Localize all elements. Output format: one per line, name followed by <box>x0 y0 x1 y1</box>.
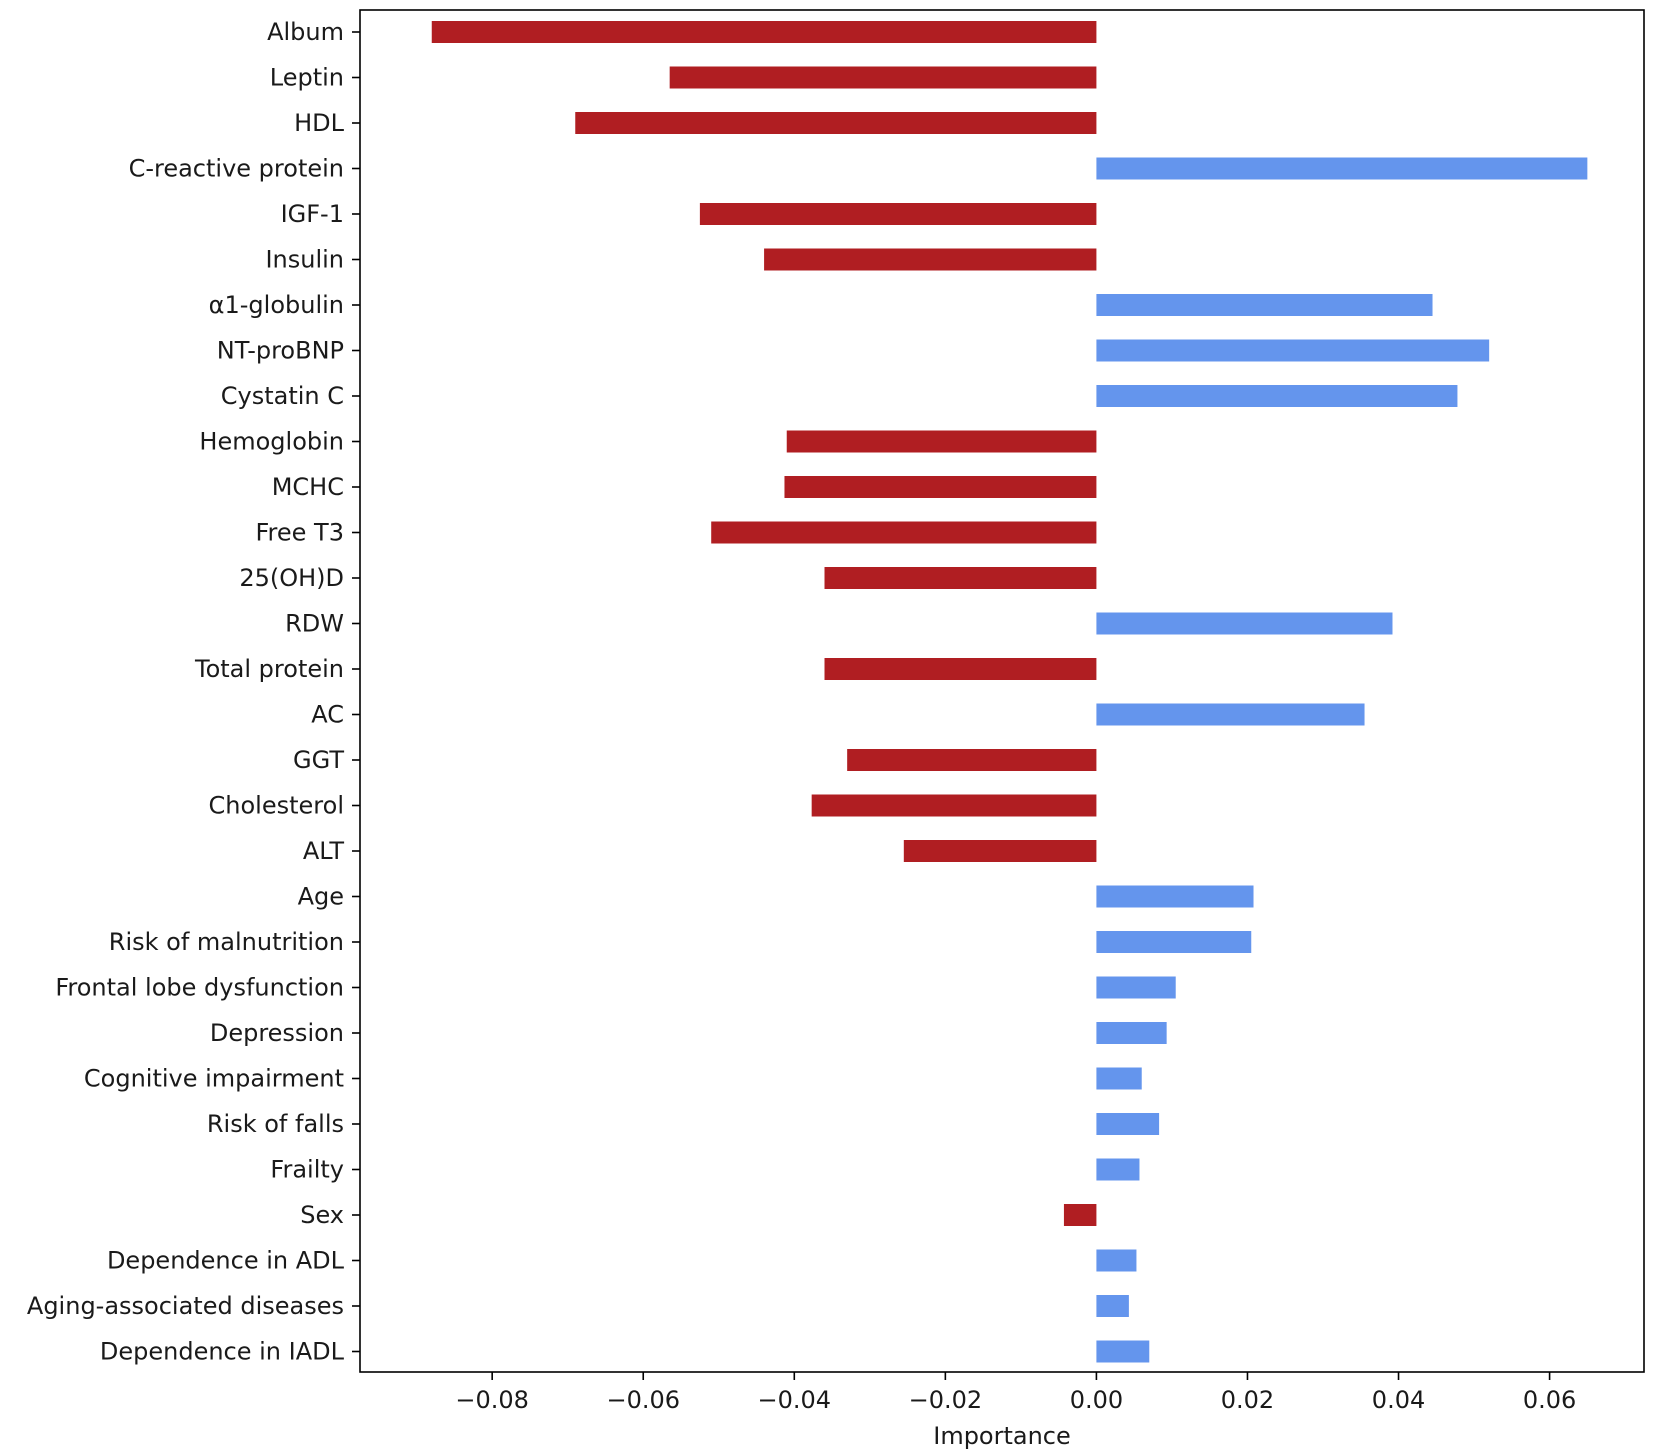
y-tick-label-aging-associated-diseases: Aging-associated diseases <box>27 1292 344 1320</box>
y-tick-label-risk-of-malnutrition: Risk of malnutrition <box>109 928 344 956</box>
bar-frontal-lobe-dysfunction <box>1096 976 1176 999</box>
y-tick-label-frontal-lobe-dysfunction: Frontal lobe dysfunction <box>55 974 344 1002</box>
x-tick-label: −0.06 <box>606 1386 680 1414</box>
bar-frailty <box>1096 1158 1140 1181</box>
y-tick-label-hdl: HDL <box>294 109 345 137</box>
bar-sex <box>1063 1204 1097 1226</box>
bar-aging-associated-diseases <box>1096 1295 1129 1317</box>
bar-dependence-in-adl <box>1096 1249 1137 1272</box>
x-axis-title: Importance <box>933 1422 1071 1450</box>
y-axis-ticks: Album Leptin HDL C-reactive protein IGF-1 Ins… <box>27 18 360 1366</box>
x-axis-ticks: −0.08 −0.06 −0.04 −0.02 0.00 0.02 0.04 0.06 <box>455 1372 1576 1414</box>
plot-frame <box>359 9 1645 1373</box>
y-tick-label-depression: Depression <box>210 1019 344 1047</box>
y-tick-label-igf-1: IGF-1 <box>281 200 344 228</box>
bar-dependence-in-iadl <box>1096 1340 1150 1363</box>
bar-cognitive-impairment <box>1096 1067 1142 1090</box>
bar-nt-probnp <box>1096 339 1490 362</box>
bar-depression <box>1096 1022 1167 1044</box>
y-tick-label-free-t3: Free T3 <box>256 519 345 547</box>
bar-igf-1 <box>699 203 1097 225</box>
bar-age <box>1096 885 1254 908</box>
bar-cholesterol <box>811 794 1097 817</box>
x-tick-label: −0.08 <box>455 1386 529 1414</box>
bars-group <box>431 21 1588 1363</box>
y-tick-label-mchc: MCHC <box>272 473 344 501</box>
bar-ac <box>1096 703 1365 726</box>
y-tick-label-dependence-in-adl: Dependence in ADL <box>107 1247 345 1275</box>
bar-risk-of-falls <box>1096 1113 1160 1135</box>
y-tick-label-ac: AC <box>311 701 344 729</box>
y-tick-label-ggt: GGT <box>293 746 344 774</box>
bar-1-globulin <box>1096 294 1433 316</box>
bar-hdl <box>575 112 1097 134</box>
bar-alt <box>903 840 1097 862</box>
bar-25-oh-d <box>824 567 1097 589</box>
bar-total-protein <box>824 658 1097 680</box>
x-tick-label: 0.04 <box>1372 1386 1425 1414</box>
bar-mchc <box>784 476 1097 498</box>
y-tick-label-25-oh-d: 25(OH)D <box>239 564 344 592</box>
bar-cystatin-c <box>1096 385 1458 407</box>
bar-hemoglobin <box>786 430 1097 453</box>
y-tick-label-leptin: Leptin <box>270 64 344 92</box>
y-tick-label-sex: Sex <box>300 1201 344 1229</box>
y-tick-label-cholesterol: Cholesterol <box>209 792 344 820</box>
y-tick-label-risk-of-falls: Risk of falls <box>207 1110 344 1138</box>
bar-leptin <box>669 66 1097 89</box>
x-tick-label: −0.04 <box>758 1386 832 1414</box>
x-tick-label: 0.02 <box>1221 1386 1274 1414</box>
bar-risk-of-malnutrition <box>1096 931 1252 953</box>
bar-ggt <box>847 749 1097 771</box>
y-tick-label-c-reactive-protein: C-reactive protein <box>129 155 344 183</box>
x-tick-label: 0.00 <box>1070 1386 1123 1414</box>
y-tick-label-alt: ALT <box>303 837 344 865</box>
y-tick-label-cognitive-impairment: Cognitive impairment <box>84 1065 344 1093</box>
x-tick-label: −0.02 <box>909 1386 983 1414</box>
bar-album <box>431 21 1097 43</box>
y-tick-label-nt-probnp: NT-proBNP <box>217 337 344 365</box>
bar-rdw <box>1096 612 1393 635</box>
y-tick-label-1-globulin: α1-globulin <box>209 291 344 319</box>
y-tick-label-total-protein: Total protein <box>194 655 344 683</box>
y-tick-label-rdw: RDW <box>285 610 344 638</box>
bar-free-t3 <box>711 521 1097 544</box>
y-tick-label-album: Album <box>267 18 344 46</box>
y-tick-label-dependence-in-iadl: Dependence in IADL <box>100 1338 345 1366</box>
bar-insulin <box>764 248 1097 271</box>
y-tick-label-age: Age <box>298 883 344 911</box>
x-tick-label: 0.06 <box>1523 1386 1576 1414</box>
y-tick-label-cystatin-c: Cystatin C <box>221 382 344 410</box>
y-tick-label-frailty: Frailty <box>270 1156 344 1184</box>
bar-c-reactive-protein <box>1096 157 1588 180</box>
y-tick-label-hemoglobin: Hemoglobin <box>199 428 344 456</box>
y-tick-label-insulin: Insulin <box>265 246 344 274</box>
